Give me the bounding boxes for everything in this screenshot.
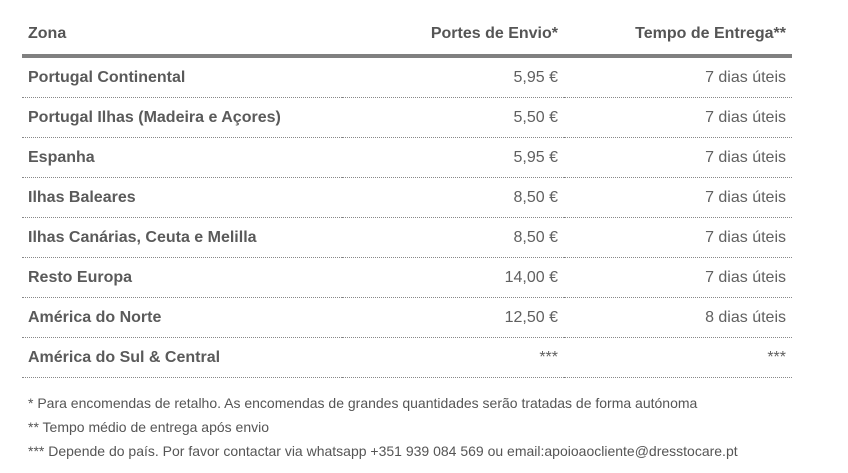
price-cell: 8,50 €: [342, 217, 564, 258]
zone-cell: América do Sul & Central: [22, 337, 342, 378]
table-row: América do Norte 12,50 €8 dias úteis: [22, 297, 792, 338]
table-row: Ilhas Baleares 8,50 €7 dias úteis: [22, 177, 792, 218]
table-row: Resto Europa 14,00 €7 dias úteis: [22, 257, 792, 298]
table-header-row: Zona Portes de Envio* Tempo de Entrega**: [22, 14, 792, 58]
price-cell: 8,50 €: [342, 177, 564, 218]
footnote: *** Depende do país. Por favor contactar…: [28, 443, 738, 459]
header-tempo: Tempo de Entrega**: [564, 14, 792, 58]
table-row: Ilhas Canárias, Ceuta e Melilla 8,50 €7 d…: [22, 217, 792, 258]
zone-cell: Resto Europa: [22, 257, 342, 298]
delivery-time-cell: 7 dias úteis: [564, 137, 792, 178]
footnote: * Para encomendas de retalho. As encomen…: [28, 395, 698, 411]
zone-cell: Portugal Ilhas (Madeira e Açores): [22, 97, 342, 138]
zone-cell: Ilhas Canárias, Ceuta e Melilla: [22, 217, 342, 258]
delivery-time-cell: 7 dias úteis: [564, 97, 792, 138]
zone-cell: Espanha: [22, 137, 342, 178]
header-zona: Zona: [22, 14, 342, 58]
table-row: Espanha 5,95 €7 dias úteis: [22, 137, 792, 178]
header-portes: Portes de Envio*: [342, 14, 564, 58]
zone-cell: Portugal Continental: [22, 56, 342, 98]
zone-cell: Ilhas Baleares: [22, 177, 342, 218]
shipping-table: Zona Portes de Envio* Tempo de Entrega**…: [22, 14, 792, 378]
delivery-time-cell: 7 dias úteis: [564, 56, 792, 98]
footnote: ** Tempo médio de entrega após envio: [28, 419, 270, 435]
table-row: Portugal Ilhas (Madeira e Açores) 5,50 €7…: [22, 97, 792, 138]
delivery-time-cell: 7 dias úteis: [564, 257, 792, 298]
delivery-time-cell: 8 dias úteis: [564, 297, 792, 338]
price-cell: 5,50 €: [342, 97, 564, 138]
footnotes: * Para encomendas de retalho. As encomen…: [28, 391, 738, 463]
delivery-time-cell: 7 dias úteis: [564, 217, 792, 258]
delivery-time-cell: 7 dias úteis: [564, 177, 792, 218]
price-cell: 5,95 €: [342, 56, 564, 98]
price-cell: 5,95 €: [342, 137, 564, 178]
price-cell: 14,00 €: [342, 257, 564, 298]
price-cell: ***: [342, 337, 564, 378]
delivery-time-cell: ***: [564, 337, 792, 378]
table-row: Portugal Continental 5,95 €7 dias úteis: [22, 56, 792, 98]
price-cell: 12,50 €: [342, 297, 564, 338]
zone-cell: América do Norte: [22, 297, 342, 338]
table-row: América do Sul & Central *** ***: [22, 337, 792, 378]
